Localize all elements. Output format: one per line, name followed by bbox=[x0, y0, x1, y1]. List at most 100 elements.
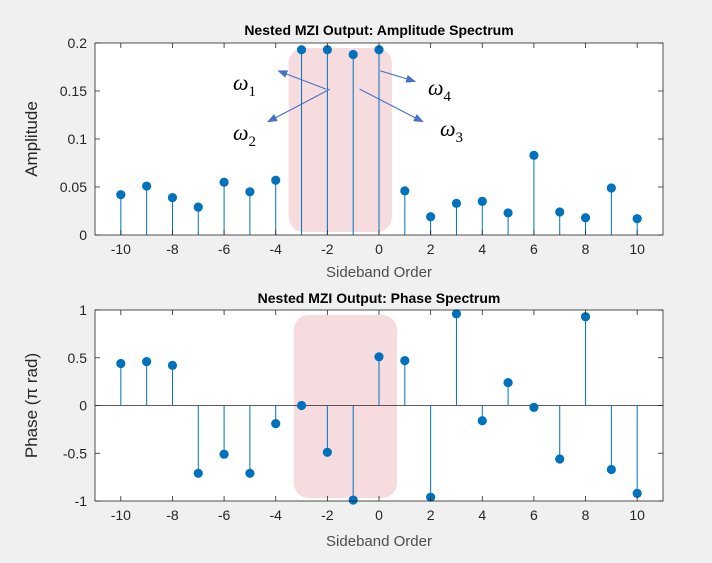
phase-marker-16 bbox=[529, 402, 539, 413]
amp-xtick-label: 4 bbox=[478, 241, 486, 257]
amp-xtick-label: 0 bbox=[375, 241, 383, 257]
amp-annotation-arrow-2 bbox=[380, 70, 417, 83]
phase-marker-3 bbox=[193, 468, 203, 478]
amp-marker-20 bbox=[632, 214, 642, 224]
phase-ytick-label: 1 bbox=[79, 302, 87, 318]
amp-xtick-label: -8 bbox=[166, 241, 179, 257]
phase-xtick-label: 10 bbox=[629, 507, 645, 523]
amp-marker-12 bbox=[426, 212, 436, 222]
phase-marker-10 bbox=[374, 352, 384, 362]
amp-marker-17 bbox=[555, 207, 565, 217]
omega-symbol: ω bbox=[440, 116, 456, 141]
amp-marker-13 bbox=[451, 198, 462, 208]
amp-marker-2 bbox=[167, 192, 178, 203]
amp-annotation-arrow-1 bbox=[277, 70, 327, 90]
phase-marker-19 bbox=[606, 464, 616, 475]
amp-xtick-label: 6 bbox=[530, 241, 538, 257]
amp-xtick-label: 2 bbox=[427, 241, 435, 257]
amp-ytick-label: 0.15 bbox=[60, 83, 87, 99]
phase-ylabel: Phase (π rad) bbox=[22, 353, 41, 458]
amp-xtick-label: -4 bbox=[270, 241, 283, 257]
omega-subscript: 1 bbox=[249, 84, 257, 100]
phase-marker-2 bbox=[167, 360, 178, 370]
phase-xtick-label: 6 bbox=[530, 507, 538, 523]
phase-marker-0 bbox=[116, 358, 126, 369]
amp-xtick-label: 10 bbox=[629, 241, 645, 257]
amp-marker-6 bbox=[271, 175, 281, 185]
omega-subscript: 2 bbox=[249, 134, 257, 150]
phase-marker-6 bbox=[271, 419, 281, 429]
phase-xtick-label: -4 bbox=[270, 507, 283, 523]
phase-marker-18 bbox=[580, 312, 591, 322]
phase-marker-13 bbox=[451, 309, 462, 319]
amp-marker-16 bbox=[529, 150, 539, 160]
amp-marker-14 bbox=[477, 196, 487, 206]
amp-xtick-label: 8 bbox=[582, 241, 590, 257]
amp-marker-4 bbox=[219, 177, 229, 187]
amp-marker-10 bbox=[374, 45, 384, 55]
phase-marker-8 bbox=[322, 447, 332, 457]
amp-ytick-label: 0 bbox=[79, 227, 87, 243]
omega-4-label: ω4 bbox=[428, 75, 452, 105]
omega-3-label: ω3 bbox=[440, 116, 463, 146]
phase-marker-4 bbox=[219, 449, 229, 459]
phase-xtick-label: 0 bbox=[375, 507, 383, 523]
amp-marker-19 bbox=[606, 183, 616, 193]
omega-subscript: 3 bbox=[456, 130, 464, 146]
phase-ytick-label: -0.5 bbox=[63, 445, 87, 461]
amp-ylabel: Amplitude bbox=[22, 101, 41, 177]
amp-marker-0 bbox=[116, 190, 126, 200]
amp-xtick-label: -10 bbox=[111, 241, 131, 257]
amp-marker-8 bbox=[322, 45, 332, 55]
amp-xtick-label: -2 bbox=[321, 241, 334, 257]
omega-1-label: ω1 bbox=[233, 70, 256, 100]
amp-marker-15 bbox=[503, 208, 513, 218]
amp-axes: -10 -8 -6 -4 -2 0 2 4 6 8 10 0 0.05 0.1 0.15 0.2 Nested … bbox=[22, 22, 664, 281]
amp-xtick-label: -6 bbox=[218, 241, 231, 257]
amp-marker-11 bbox=[400, 186, 410, 196]
phase-xtick-label: 8 bbox=[582, 507, 590, 523]
omega-symbol: ω bbox=[233, 120, 249, 145]
phase-highlight-band bbox=[293, 315, 398, 498]
amp-xlabel: Sideband Order bbox=[326, 264, 432, 281]
phase-marker-7 bbox=[296, 400, 307, 411]
omega-subscript: 4 bbox=[444, 89, 452, 105]
amp-marker-5 bbox=[245, 187, 255, 197]
amp-ytick-label: 0.2 bbox=[68, 35, 88, 51]
amp-annotation-arrow-3 bbox=[267, 88, 331, 123]
phase-xtick-label: -6 bbox=[218, 507, 231, 523]
phase-xtick-label: 4 bbox=[478, 507, 486, 523]
phase-marker-5 bbox=[245, 468, 255, 478]
phase-marker-17 bbox=[555, 454, 565, 464]
phase-ytick-label: -1 bbox=[75, 493, 88, 509]
amp-annotation-arrow-4 bbox=[359, 88, 424, 123]
phase-xtick-label: -8 bbox=[166, 507, 179, 523]
amp-marker-9 bbox=[348, 49, 358, 60]
phase-marker-14 bbox=[477, 416, 487, 426]
phase-ytick-label: 0 bbox=[79, 398, 87, 414]
phase-xtick-label: -2 bbox=[321, 507, 334, 523]
amp-highlight-band bbox=[288, 48, 392, 232]
amp-ytick-label: 0.05 bbox=[60, 179, 87, 195]
phase-marker-1 bbox=[142, 356, 152, 367]
phase-marker-9 bbox=[348, 495, 358, 505]
phase-marker-20 bbox=[632, 488, 642, 498]
phase-marker-11 bbox=[400, 356, 410, 366]
amp-marker-7 bbox=[296, 45, 307, 55]
phase-marker-15 bbox=[503, 377, 513, 388]
phase-axes: -10 -8 -6 -4 -2 0 2 4 6 8 10 -1 -0.5 0 0.5 1 Nested MZI … bbox=[22, 290, 664, 550]
amp-marker-18 bbox=[580, 213, 591, 223]
phase-xlabel: Sideband Order bbox=[326, 533, 432, 550]
omega-2-label: ω2 bbox=[233, 120, 256, 150]
omega-symbol: ω bbox=[428, 75, 444, 100]
phase-xtick-label: 2 bbox=[427, 507, 435, 523]
amp-marker-1 bbox=[142, 181, 152, 191]
amp-title: Nested MZI Output: Amplitude Spectrum bbox=[244, 22, 513, 38]
amp-ytick-label: 0.1 bbox=[68, 131, 88, 147]
phase-xtick-label: -10 bbox=[111, 507, 131, 523]
omega-symbol: ω bbox=[233, 70, 249, 95]
amp-marker-3 bbox=[193, 202, 203, 212]
phase-ytick-label: 0.5 bbox=[68, 350, 88, 366]
